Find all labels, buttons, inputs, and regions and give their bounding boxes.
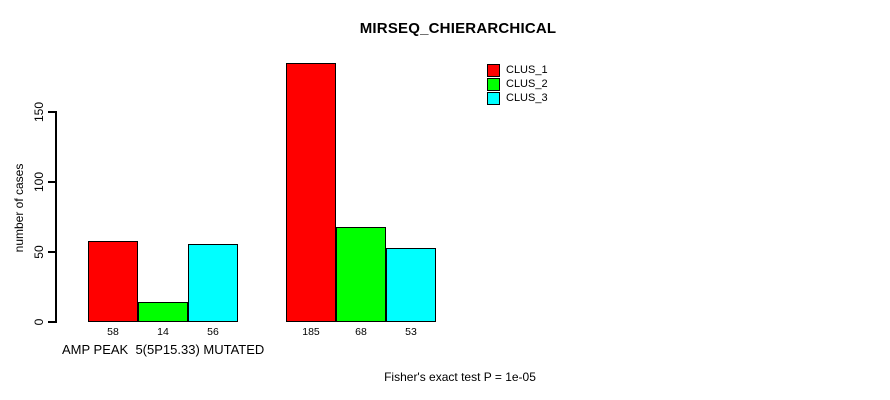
bar-clus_3-group1 [188,243,238,322]
bar-clus_2-group2 [336,226,386,322]
legend-swatch-clus_1 [487,64,500,77]
y-axis-tick [48,321,55,323]
legend-label: CLUS_1 [506,64,548,76]
bar-clus_1-group1 [88,240,138,322]
legend-row-clus_1: CLUS_1 [487,64,548,77]
y-axis-tick-label: 50 [32,245,46,259]
y-axis-tick [48,181,55,183]
y-axis-label: number of cases [12,163,26,253]
bar-value-label: 53 [405,326,417,338]
bar-value-label: 58 [107,326,119,338]
bar-value-label: 56 [207,326,219,338]
legend-row-clus_3: CLUS_3 [487,92,548,105]
y-axis-line [55,111,57,323]
bar-clus_2-group1 [138,302,188,322]
bar-value-label: 14 [157,326,169,338]
bar-clus_1-group2 [286,63,336,322]
y-axis-tick-label: 100 [32,171,46,193]
bar-value-label: 185 [302,326,320,338]
y-axis-tick-label: 0 [32,318,46,326]
legend: CLUS_1 CLUS_2 CLUS_3 [487,64,548,106]
fisher-test-annotation: Fisher's exact test P = 1e-05 [384,370,536,384]
legend-label: CLUS_3 [506,92,548,104]
legend-swatch-clus_2 [487,78,500,91]
y-axis-tick [48,111,55,113]
legend-row-clus_2: CLUS_2 [487,78,548,91]
y-axis-tick [48,251,55,253]
legend-label: CLUS_2 [506,78,548,90]
y-axis-tick-label: 150 [32,101,46,123]
chart-title: MIRSEQ_CHIERARCHICAL [359,20,557,37]
bar-value-label: 68 [355,326,367,338]
legend-swatch-clus_3 [487,92,500,105]
bar-clus_3-group2 [386,247,436,322]
x-axis-label: AMP PEAK 5(5P15.33) MUTATED [62,342,265,357]
